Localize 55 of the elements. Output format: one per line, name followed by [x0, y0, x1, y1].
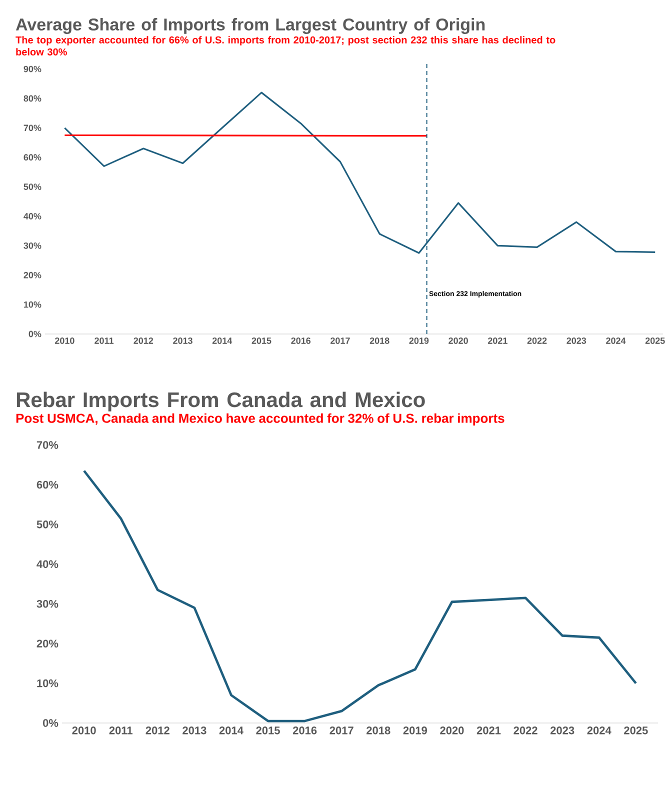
- x-tick-label: 2017: [330, 338, 350, 344]
- x-tick-label: 2021: [476, 726, 500, 734]
- x-tick-label: 2023: [550, 726, 574, 734]
- x-tick-label: 2020: [440, 726, 464, 734]
- x-tick-label: 2019: [403, 726, 427, 734]
- x-tick-label: 2022: [527, 338, 546, 344]
- y-tick-label: 70%: [24, 124, 42, 132]
- y-tick-label: 40%: [36, 560, 58, 568]
- x-tick-label: 2010: [72, 726, 96, 734]
- x-tick-label: 2013: [172, 338, 192, 344]
- x-tick-label: 2012: [133, 338, 153, 344]
- x-tick-label: 2011: [94, 338, 114, 344]
- y-tick-label: 0%: [28, 330, 42, 338]
- x-tick-label: 2014: [219, 726, 244, 734]
- y-tick-label: 50%: [36, 520, 58, 528]
- y-tick-label: 30%: [23, 242, 42, 249]
- y-tick-label: 10%: [24, 301, 42, 308]
- x-tick-label: 2016: [290, 338, 310, 344]
- x-tick-label: 2025: [624, 726, 648, 734]
- x-tick-label: 2018: [370, 338, 390, 344]
- y-tick-label: 50%: [24, 184, 42, 190]
- x-tick-label: 2013: [182, 726, 206, 734]
- chart-subtitle: Post USMCA, Canada and Mexico have accounted for 32% of U.S. rebar imports: [16, 413, 504, 426]
- y-tick-label: 80%: [24, 95, 42, 102]
- chart-title: Rebar Imports From Canada and Mexico: [16, 392, 425, 412]
- x-tick-label: 2021: [488, 338, 508, 344]
- line-series: [82, 470, 637, 722]
- chart-subtitle: The top exporter accounted for 66% of U.S. imports from 2010-2017; post section 232 this share has declined to below 30%: [15, 36, 556, 56]
- x-tick-label: 2017: [330, 726, 354, 734]
- x-tick-label: 2010: [54, 338, 74, 344]
- x-tick-label: 2015: [256, 726, 280, 734]
- y-tick-label: 20%: [36, 640, 58, 648]
- y-tick-label: 0%: [42, 719, 58, 727]
- x-tick-label: 2023: [566, 338, 586, 344]
- chart-title: Average Share of Imports from Largest Country of Origin: [16, 18, 484, 34]
- y-tick-label: 90%: [24, 66, 42, 72]
- x-tick-label: 2022: [513, 726, 538, 734]
- y-tick-label: 10%: [36, 679, 58, 688]
- x-tick-label: 2018: [366, 726, 390, 734]
- x-tick-label: 2014: [212, 338, 232, 344]
- y-tick-label: 30%: [36, 600, 58, 608]
- x-tick-label: 2019: [409, 338, 428, 344]
- y-tick-label: 60%: [24, 154, 42, 161]
- x-tick-label: 2011: [109, 726, 132, 734]
- x-tick-label: 2024: [606, 338, 626, 344]
- x-tick-label: 2016: [292, 726, 316, 734]
- x-tick-label: 2012: [146, 726, 170, 734]
- y-tick-label: 60%: [36, 480, 58, 489]
- y-tick-label: 40%: [23, 213, 42, 220]
- x-tick-label: 2015: [252, 338, 272, 344]
- y-tick-label: 70%: [36, 441, 58, 449]
- x-tick-label: 2020: [448, 338, 468, 344]
- x-tick-label: 2025: [645, 338, 665, 344]
- y-tick-label: 20%: [24, 272, 42, 278]
- x-tick-label: 2024: [587, 726, 612, 734]
